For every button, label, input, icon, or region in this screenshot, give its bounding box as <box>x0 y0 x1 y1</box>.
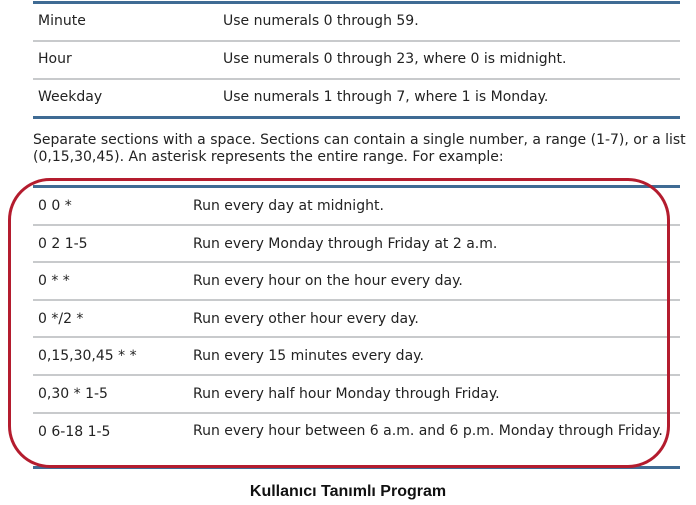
table-row: Weekday Use numerals 1 through 7, where 1… <box>33 80 680 116</box>
cron-expression: 0 0 * <box>38 198 72 214</box>
example-description: Run every half hour Monday through Frida… <box>193 385 500 402</box>
cron-expression: 0,30 * 1-5 <box>38 385 108 402</box>
field-description: Use numerals 1 through 7, where 1 is Mon… <box>223 89 549 105</box>
cron-expression: 0,15,30,45 * * <box>38 348 137 365</box>
fields-table: Minute Use numerals 0 through 59. Hour Use… <box>33 1 680 119</box>
table-row: 0 * * Run every hour on the hour every da… <box>33 263 680 301</box>
example-description: Run every hour on the hour every day. <box>193 273 463 290</box>
example-description: Run every day at midnight. <box>193 198 384 214</box>
table-row: 0,15,30,45 * * Run every 15 minutes every… <box>33 338 680 376</box>
table-row: 0 0 * Run every day at midnight. <box>33 188 680 226</box>
table-row: 0 2 1-5 Run every Monday through Friday a… <box>33 226 680 264</box>
description-paragraph: Separate sections with a space. Sections… <box>33 132 686 165</box>
table-row: 0 */2 * Run every other hour every day. <box>33 301 680 339</box>
figure-caption: Kullanıcı Tanımlı Program <box>249 483 447 500</box>
example-description: Run every other hour every day. <box>193 310 419 327</box>
field-description: Use numerals 0 through 23, where 0 is mi… <box>223 51 567 67</box>
cron-expression: 0 */2 * <box>38 310 84 327</box>
table-row: Hour Use numerals 0 through 23, where 0 i… <box>33 42 680 80</box>
cron-expression: 0 2 1-5 <box>38 235 88 252</box>
field-name: Hour <box>38 51 72 67</box>
field-name: Minute <box>38 13 86 29</box>
example-description: Run every Monday through Friday at 2 a.m… <box>193 235 498 252</box>
field-description: Use numerals 0 through 59. <box>223 13 419 29</box>
cron-expression: 0 * * <box>38 273 70 290</box>
example-description: Run every 15 minutes every day. <box>193 348 424 365</box>
table-row: 0 6-18 1-5 Run every hour between 6 a.m. … <box>33 414 680 466</box>
table-row: 0,30 * 1-5 Run every half hour Monday thr… <box>33 376 680 414</box>
examples-table: 0 0 * Run every day at midnight. 0 2 1-5 R… <box>33 185 680 469</box>
example-description: Run every hour between 6 a.m. and 6 p.m.… <box>193 422 663 439</box>
table-row: Minute Use numerals 0 through 59. <box>33 4 680 42</box>
cron-expression: 0 6-18 1-5 <box>38 423 111 440</box>
field-name: Weekday <box>38 89 103 105</box>
